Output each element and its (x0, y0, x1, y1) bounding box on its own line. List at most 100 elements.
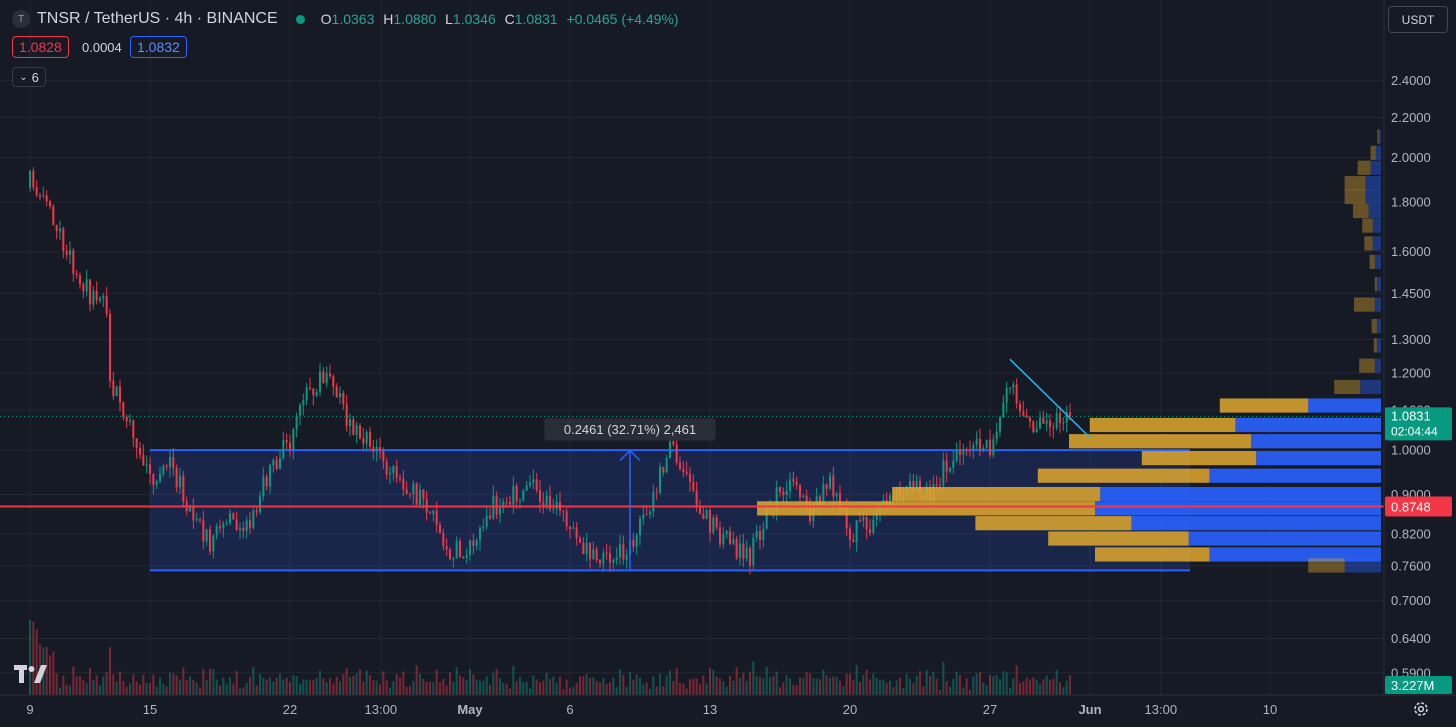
volume-bar (205, 680, 208, 695)
volume-bar (578, 676, 582, 695)
volume-bar (368, 675, 372, 695)
candle-body (405, 489, 408, 494)
profile-down-bar (1334, 379, 1361, 395)
currency-selector[interactable]: USDT (1388, 6, 1448, 33)
candle-body (478, 527, 482, 540)
candle-body (1015, 384, 1018, 404)
y-tick-label: 2.0000 (1391, 150, 1431, 165)
candle-body (395, 466, 398, 479)
candle-body (938, 484, 942, 486)
candle-body (82, 284, 85, 292)
symbol-title[interactable]: TNSR / TetherUS · 4h · BINANCE (37, 10, 278, 27)
volume-bar (692, 678, 695, 695)
volume-tag: 3.227M (1385, 676, 1452, 694)
volume-bar (765, 666, 768, 695)
x-tick-label: 15 (143, 702, 157, 717)
volume-bar (812, 678, 815, 695)
candle-body (735, 539, 738, 558)
high-value: 1.0880 (393, 11, 437, 27)
volume-bar (112, 674, 115, 695)
volume-bar (272, 681, 275, 695)
volume-bar (1012, 678, 1015, 695)
volume-bar (948, 686, 952, 695)
profile-down-bar (1370, 145, 1376, 160)
candle-body (818, 496, 822, 506)
volume-bar (1022, 681, 1025, 695)
volume-bar (665, 675, 668, 695)
candle-body (278, 458, 282, 469)
candle-body (1055, 413, 1058, 428)
candle-body (675, 444, 678, 463)
volume-bar (235, 670, 238, 695)
volume-bar (298, 684, 302, 695)
volume-bar (795, 685, 798, 695)
volume-bar (622, 674, 625, 695)
profile-down-bar (1371, 318, 1377, 334)
candle-body (822, 484, 825, 506)
candle-body (872, 519, 875, 533)
volume-bar (425, 681, 428, 695)
volume-bar (442, 678, 445, 695)
candle-body (752, 537, 755, 566)
candle-body (992, 439, 995, 456)
candle-body (428, 512, 432, 514)
candle-body (72, 250, 75, 274)
y-tick-label: 1.6000 (1391, 244, 1431, 259)
volume-bar (52, 651, 55, 695)
y-tick-label: 0.7000 (1391, 593, 1431, 608)
gear-icon[interactable] (1412, 700, 1430, 718)
volume-bar (912, 683, 915, 695)
volume-bar (1025, 677, 1028, 695)
volume-bar (588, 677, 592, 695)
volume-bar (32, 621, 35, 695)
x-tick-label: 9 (26, 702, 33, 717)
volume-bar (148, 682, 152, 695)
candle-body (148, 464, 152, 474)
volume-bar (288, 682, 292, 695)
last-price-tag-bg (1385, 407, 1452, 441)
volume-bars (28, 620, 1072, 695)
profile-up-bar (1376, 318, 1381, 334)
sell-price-button[interactable]: 1.0828 (12, 36, 69, 58)
candle-body (388, 472, 392, 475)
buy-price-button[interactable]: 1.0832 (130, 36, 187, 58)
candle-body (432, 510, 435, 514)
indicators-toggle[interactable]: ⌄ 6 (12, 67, 46, 87)
volume-bar (492, 672, 495, 695)
candle-body (332, 376, 335, 387)
candle-body (862, 517, 865, 521)
candle-body (1008, 387, 1012, 389)
volume-bar (328, 678, 332, 695)
candle-body (35, 187, 38, 195)
x-tick-label: 13:00 (365, 702, 398, 717)
candle-body (275, 460, 278, 469)
candle-body (375, 447, 378, 452)
volume-bar (115, 681, 118, 695)
volume-bar (315, 677, 318, 695)
candle-body (728, 531, 732, 544)
candle-body (588, 542, 592, 560)
volume-bar (732, 680, 735, 695)
candle-body (172, 457, 175, 468)
candle-body (635, 535, 638, 547)
volume-bar (232, 683, 235, 695)
last-price-countdown: 02:04:44 (1391, 424, 1438, 438)
profile-up-bar (1372, 218, 1381, 233)
candle-body (978, 438, 982, 450)
candle-body (762, 528, 765, 541)
candle-body (285, 440, 288, 443)
candle-body (745, 548, 748, 559)
volume-bar (675, 668, 678, 695)
volume-bar (278, 673, 282, 695)
candle-body (358, 425, 362, 439)
volume-bar (185, 679, 188, 695)
candle-body (1062, 422, 1065, 424)
candle-body (522, 490, 525, 501)
candle-body (325, 373, 328, 383)
candle-body (528, 482, 532, 486)
candle-body (385, 461, 388, 475)
symbol-icon[interactable]: T (12, 10, 30, 28)
volume-bar (782, 682, 785, 695)
